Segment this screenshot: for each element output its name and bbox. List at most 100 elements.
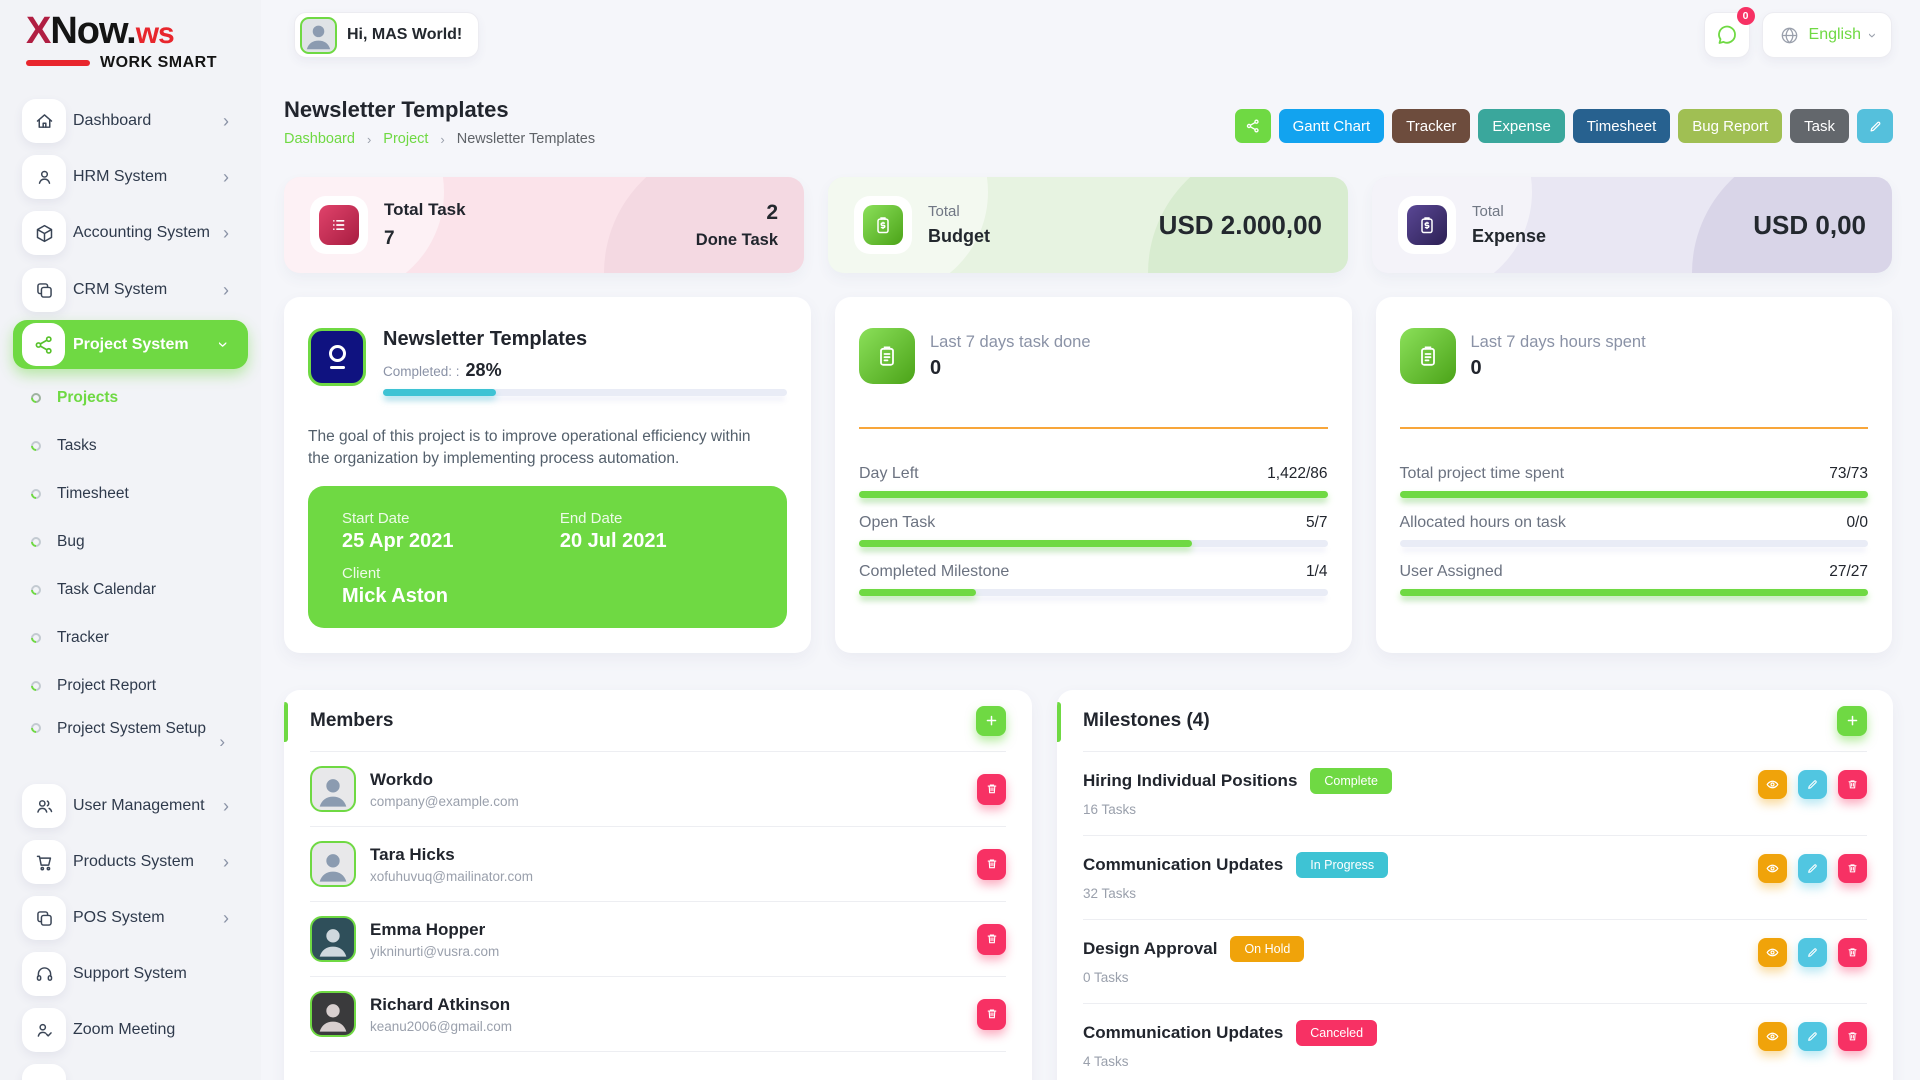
- list-icon: [319, 205, 359, 245]
- sidebar-item-zoom-meeting[interactable]: Zoom Meeting: [0, 1007, 261, 1053]
- view-milestone-button[interactable]: [1758, 770, 1787, 799]
- status-badge: Complete: [1310, 768, 1392, 794]
- timesheet-button[interactable]: Timesheet: [1572, 109, 1671, 143]
- user-greeting-pill[interactable]: Hi, MAS World!: [294, 12, 480, 58]
- project-logo-icon: [308, 328, 366, 386]
- hours-spent-card: Last 7 days hours spent 0 Total project …: [1375, 297, 1892, 653]
- sidebar-item-project-system[interactable]: Project System ›: [13, 320, 248, 369]
- delete-member-button[interactable]: [977, 848, 1006, 880]
- app-logo[interactable]: XNow.ws WORK SMART: [26, 12, 217, 72]
- sidebar-item-products-system[interactable]: Products System ›: [0, 839, 261, 885]
- clipboard-icon: [859, 328, 915, 384]
- sidebar-subitem-project-system-setup[interactable]: Project System Setup ›: [0, 714, 261, 770]
- chevron-right-icon: ›: [223, 223, 229, 243]
- project-overview-card: Newsletter Templates Completed: : 28% Th…: [284, 297, 811, 653]
- progress-row: Open Task 5/7: [859, 514, 1328, 547]
- milestones-card: Milestones (4) Hiring Individual Positio…: [1057, 690, 1893, 1080]
- share-button[interactable]: [1234, 109, 1271, 143]
- edit-button[interactable]: [1857, 109, 1893, 143]
- task-button[interactable]: Task: [1790, 109, 1849, 143]
- bullet-icon: [28, 486, 44, 502]
- progress-row: Day Left 1,422/86: [859, 465, 1328, 498]
- clipboard-dollar-icon: [863, 205, 903, 245]
- edit-milestone-button[interactable]: [1798, 938, 1827, 967]
- stat-cards: Total Task 7 2 Done Task Total Budget US…: [284, 177, 1892, 273]
- stat-value: 2: [766, 200, 778, 224]
- edit-milestone-button[interactable]: [1798, 854, 1827, 883]
- sidebar-subitem-timesheet[interactable]: Timesheet: [0, 479, 261, 509]
- chevron-right-icon: ›: [219, 732, 225, 751]
- person-icon: [22, 155, 66, 199]
- sidebar-item-support-system[interactable]: Support System: [0, 951, 261, 997]
- status-badge: On Hold: [1230, 936, 1305, 962]
- member-row: Richard Atkinson keanu2006@gmail.com: [310, 977, 1006, 1052]
- trash-icon: [987, 859, 996, 869]
- sidebar-item-accounting-system[interactable]: Accounting System ›: [0, 210, 261, 256]
- view-milestone-button[interactable]: [1758, 1022, 1787, 1051]
- expense-icon-tile: [1398, 196, 1456, 254]
- add-member-button[interactable]: [976, 705, 1006, 736]
- eye-icon: [1766, 948, 1779, 957]
- total-budget-card: Total Budget USD 2.000,00: [828, 177, 1348, 273]
- sidebar-subitem-tracker[interactable]: Tracker: [0, 623, 261, 653]
- logo-text: XNow.ws: [26, 10, 175, 52]
- progress-row: Total project time spent 73/73: [1399, 465, 1868, 498]
- expense-button[interactable]: Expense: [1478, 109, 1565, 143]
- clipboard-dollar-icon: [1407, 205, 1447, 245]
- avatar: [300, 16, 337, 54]
- sidebar-item-user-management[interactable]: User Management ›: [0, 783, 261, 829]
- delete-milestone-button[interactable]: [1838, 1022, 1867, 1051]
- chevron-right-icon: ›: [223, 280, 229, 300]
- edit-milestone-button[interactable]: [1798, 770, 1827, 799]
- sidebar-subitem-project-report[interactable]: Project Report: [0, 671, 261, 701]
- status-badge: In Progress: [1296, 852, 1389, 878]
- sidebar-subitem-task-calendar[interactable]: Task Calendar: [0, 575, 261, 605]
- breadcrumb-dashboard[interactable]: Dashboard: [284, 131, 355, 147]
- delete-milestone-button[interactable]: [1838, 770, 1867, 799]
- delete-milestone-button[interactable]: [1838, 938, 1867, 967]
- sidebar-subitem-bug[interactable]: Bug: [0, 527, 261, 557]
- sidebar-subitem-tasks[interactable]: Tasks: [0, 431, 261, 461]
- delete-member-button[interactable]: [977, 923, 1006, 955]
- delete-member-button[interactable]: [977, 998, 1006, 1030]
- share-nodes-icon: [22, 323, 65, 366]
- sidebar: XNow.ws WORK SMART Dashboard › HRM Syste…: [0, 0, 261, 1080]
- logo-underline: [26, 60, 90, 66]
- milestones-title: Milestones (4): [1083, 709, 1210, 731]
- breadcrumb-project[interactable]: Project: [383, 131, 429, 147]
- trash-icon: [1848, 864, 1857, 873]
- edit-milestone-button[interactable]: [1798, 1022, 1827, 1051]
- sidebar-item-crm-system[interactable]: CRM System ›: [0, 267, 261, 313]
- language-selector[interactable]: English ›: [1761, 12, 1892, 58]
- cart-icon: [22, 840, 66, 884]
- sidebar-item-partial[interactable]: [0, 1063, 261, 1080]
- messages-button[interactable]: 0: [1703, 7, 1755, 58]
- view-milestone-button[interactable]: [1758, 854, 1787, 883]
- tracker-button[interactable]: Tracker: [1392, 109, 1471, 143]
- delete-member-button[interactable]: [977, 773, 1006, 805]
- chevron-down-icon: ›: [1864, 32, 1881, 38]
- sparkline: [859, 427, 1328, 429]
- trash-icon: [987, 784, 996, 794]
- view-milestone-button[interactable]: [1758, 938, 1787, 967]
- delete-milestone-button[interactable]: [1838, 854, 1867, 883]
- greeting-text: Hi, MAS World!: [347, 26, 463, 43]
- users-icon: [22, 784, 66, 828]
- gantt-chart-button[interactable]: Gantt Chart: [1278, 109, 1385, 143]
- stat-label-top: Total: [928, 203, 960, 220]
- members-title: Members: [310, 709, 394, 731]
- stat-count: 7: [384, 228, 395, 249]
- add-milestone-button[interactable]: [1837, 705, 1867, 736]
- bug-report-button[interactable]: Bug Report: [1678, 109, 1783, 143]
- sidebar-subitem-projects[interactable]: Projects: [0, 383, 261, 413]
- sidebar-item-pos-system[interactable]: POS System ›: [0, 895, 261, 941]
- pencil-icon: [1808, 780, 1817, 789]
- milestone-row: Hiring Individual Positions Complete 16 …: [1083, 752, 1867, 836]
- sparkline: [1399, 427, 1868, 429]
- stat-label: Total Task: [384, 200, 466, 219]
- sidebar-item-dashboard[interactable]: Dashboard ›: [0, 98, 261, 144]
- completed-value: 28%: [465, 360, 502, 380]
- milestone-tasks: 0 Tasks: [1083, 970, 1129, 985]
- sidebar-item-hrm-system[interactable]: HRM System ›: [0, 154, 261, 200]
- avatar: [310, 841, 356, 887]
